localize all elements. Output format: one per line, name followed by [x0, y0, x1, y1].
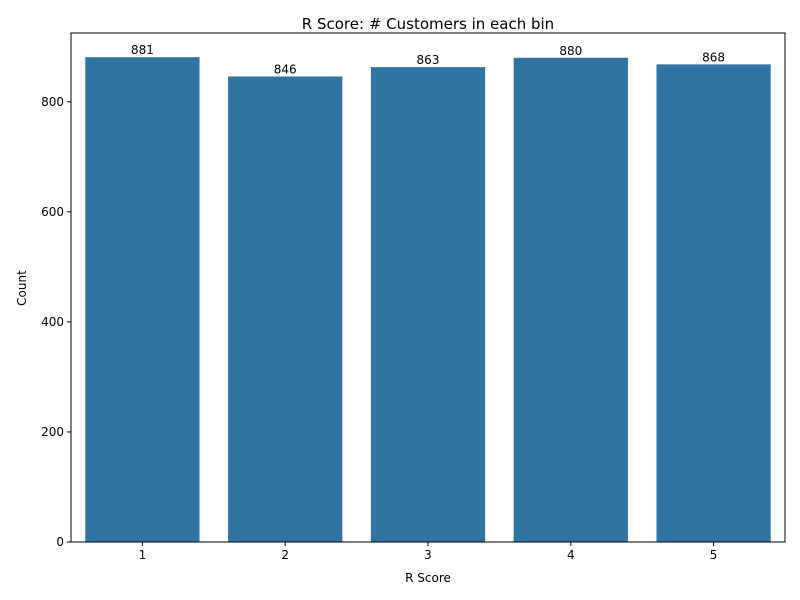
y-tick-label: 200 — [41, 425, 64, 439]
bar-5 — [656, 64, 771, 542]
chart-title: R Score: # Customers in each bin — [302, 15, 554, 33]
bar-value-label: 881 — [131, 43, 154, 57]
bar-value-label: 868 — [702, 50, 725, 64]
y-tick-label: 400 — [41, 315, 64, 329]
bar-1 — [85, 57, 200, 543]
bar-value-label: 880 — [559, 44, 582, 58]
data-labels-group: 881 846 863 880 868 — [131, 43, 725, 76]
plot-area-frame — [70, 32, 786, 543]
bar-value-label: 846 — [274, 62, 297, 76]
bars-group — [85, 57, 771, 543]
y-tick-label: 0 — [56, 535, 64, 549]
x-tick-label: 2 — [281, 548, 289, 562]
x-tick-label: 3 — [424, 548, 432, 562]
y-axis-ticks: 0 200 400 600 800 — [41, 95, 71, 549]
y-tick-label: 800 — [41, 95, 64, 109]
x-tick-label: 5 — [710, 548, 718, 562]
x-tick-label: 1 — [139, 548, 147, 562]
x-axis-ticks: 1 2 3 4 5 — [139, 542, 718, 562]
y-axis-label: Count — [15, 270, 29, 306]
x-axis-label: R Score — [405, 571, 451, 585]
bar-value-label: 863 — [417, 53, 440, 67]
y-tick-label: 600 — [41, 205, 64, 219]
bar-3 — [370, 67, 486, 542]
x-tick-label: 4 — [567, 548, 575, 562]
bar-2 — [228, 76, 343, 543]
bar-4 — [513, 57, 628, 543]
